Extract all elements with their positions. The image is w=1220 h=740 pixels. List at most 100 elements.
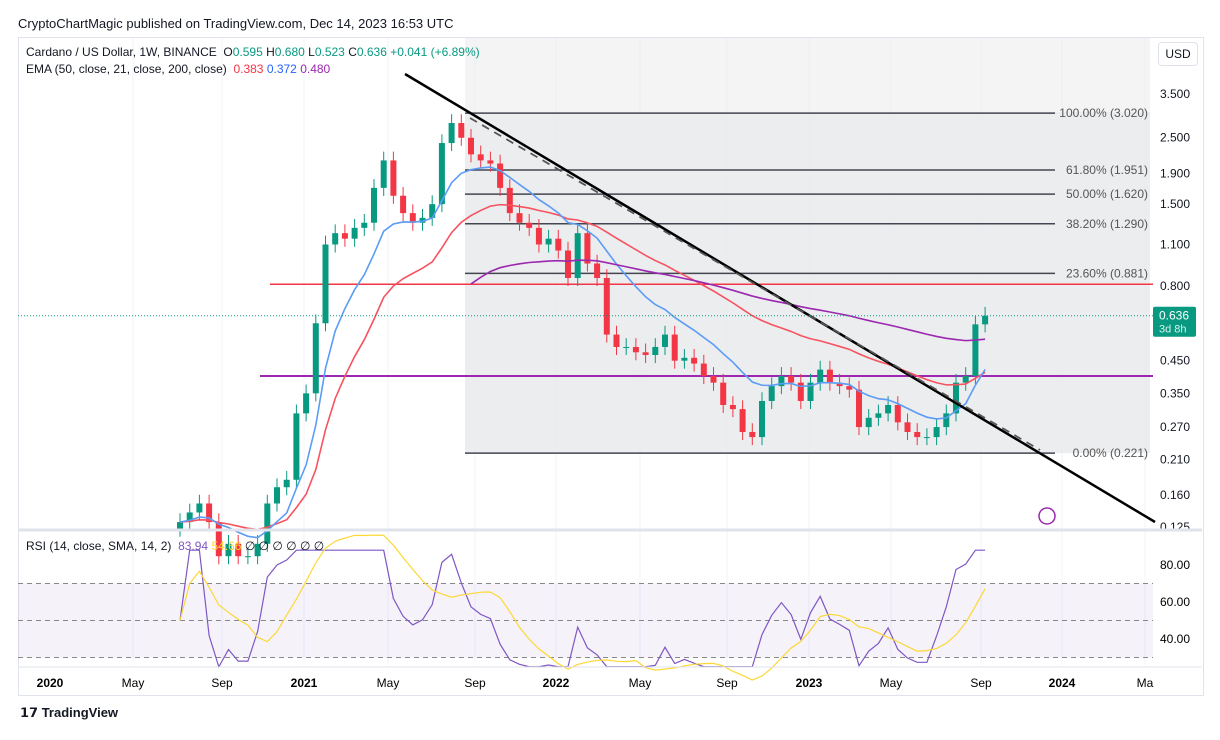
candle: [788, 375, 795, 383]
candle: [797, 382, 804, 401]
x-tick-label: May: [377, 676, 400, 690]
candle: [497, 163, 504, 188]
candle: [303, 393, 310, 414]
ema-label: EMA (50, close, 21, close, 200, close): [26, 62, 227, 76]
x-tick-label: 2020: [37, 676, 64, 690]
rsi-tick-label: 40.00: [1160, 632, 1190, 646]
candle: [739, 409, 746, 432]
candle: [322, 244, 329, 324]
candle: [584, 233, 591, 264]
candle: [972, 324, 979, 376]
tradingview-logo: 𝟭𝟳 TradingView: [20, 705, 118, 721]
x-tick-label: 2021: [291, 676, 318, 690]
dashed-trend-line: [469, 117, 1041, 451]
rsi-tick-label: 60.00: [1160, 595, 1190, 609]
rsi-na-values: ∅ ∅ ∅ ∅ ∅ ∅: [244, 539, 325, 553]
candle: [380, 160, 387, 188]
candle: [341, 233, 348, 239]
candle: [603, 277, 610, 335]
candle: [526, 222, 533, 228]
ema50-value: 0.383: [233, 62, 264, 76]
rsi-legend: RSI (14, close, SMA, 14, 2) 83.94 54.66 …: [26, 539, 324, 553]
currency-button[interactable]: USD: [1158, 42, 1198, 66]
x-tick-label: May: [880, 676, 903, 690]
x-tick-label: Sep: [716, 676, 738, 690]
candle: [283, 479, 290, 488]
ema200-line: [470, 259, 986, 342]
candle: [904, 422, 911, 432]
candle: [681, 357, 688, 361]
fib-label: 23.60% (0.881): [1066, 266, 1148, 280]
candle: [264, 503, 271, 544]
open-value: 0.595: [232, 45, 263, 59]
x-tick-label: Sep: [970, 676, 992, 690]
candle: [982, 315, 989, 325]
candle: [836, 382, 843, 387]
high-value: 0.680: [274, 45, 305, 59]
rsi-sma-value: 54.66: [211, 539, 242, 553]
candle: [923, 437, 930, 439]
x-tick-label: May: [122, 676, 145, 690]
x-tick-label: May: [629, 676, 652, 690]
ema-legend: EMA (50, close, 21, close, 200, close) 0…: [26, 62, 330, 76]
candle: [671, 334, 678, 361]
candle: [778, 375, 785, 387]
candle: [429, 204, 436, 218]
candle: [962, 375, 969, 383]
candle: [244, 556, 251, 558]
x-tick-label: Sep: [211, 676, 233, 690]
candle: [574, 233, 581, 278]
candle: [565, 250, 571, 278]
y-tick-label: 0.350: [1160, 386, 1190, 400]
fib-label: 100.00% (3.020): [1059, 106, 1148, 120]
candle: [749, 431, 756, 438]
fib-label: 38.20% (1.290): [1066, 217, 1148, 231]
candle: [254, 543, 261, 557]
candle: [613, 334, 620, 347]
y-tick-label: 2.500: [1160, 131, 1190, 145]
candle: [545, 238, 552, 245]
ema21-value: 0.372: [266, 62, 297, 76]
downtrend-line: [404, 72, 1156, 524]
rsi-sma-line: [179, 534, 986, 681]
rsi-tick-label: 80.00: [1160, 558, 1190, 572]
candle: [710, 375, 717, 383]
y-tick-label: 0.450: [1160, 354, 1190, 368]
y-tick-label: 0.800: [1160, 279, 1190, 293]
candle: [235, 543, 242, 557]
price-tag-countdown: 3d 8h: [1159, 324, 1187, 336]
candle: [390, 160, 397, 196]
candle: [594, 263, 601, 278]
candle: [312, 323, 319, 394]
candle: [516, 213, 523, 223]
ema21-line: [179, 166, 986, 539]
y-tick-label: 0.125: [1160, 520, 1190, 534]
candle: [729, 404, 736, 410]
candle: [215, 522, 222, 557]
candle: [662, 334, 668, 347]
candle: [438, 143, 445, 205]
candle: [642, 352, 649, 356]
candle: [274, 487, 280, 504]
candle: [885, 404, 892, 414]
fib-label: 50.00% (1.620): [1066, 187, 1148, 201]
y-tick-label: 1.900: [1160, 166, 1190, 180]
fib-label: 61.80% (1.951): [1066, 163, 1148, 177]
x-tick-label: 2024: [1049, 676, 1076, 690]
candle: [623, 346, 630, 348]
x-tick-label: 2022: [543, 676, 570, 690]
tv-icon: 𝟭𝟳: [20, 705, 42, 720]
x-tick-label: Ma: [1137, 676, 1154, 690]
publisher-line: CryptoChartMagic published on TradingVie…: [18, 16, 454, 31]
candle: [177, 522, 183, 529]
candle: [933, 427, 940, 438]
candle: [332, 233, 339, 245]
chart-frame: [18, 37, 1204, 696]
candle: [477, 154, 484, 161]
candle: [419, 217, 426, 223]
candle: [196, 503, 203, 513]
symbol-legend: Cardano / US Dollar, 1W, BINANCE O0.595 …: [26, 45, 480, 59]
candle: [865, 417, 872, 428]
candle: [652, 346, 659, 356]
